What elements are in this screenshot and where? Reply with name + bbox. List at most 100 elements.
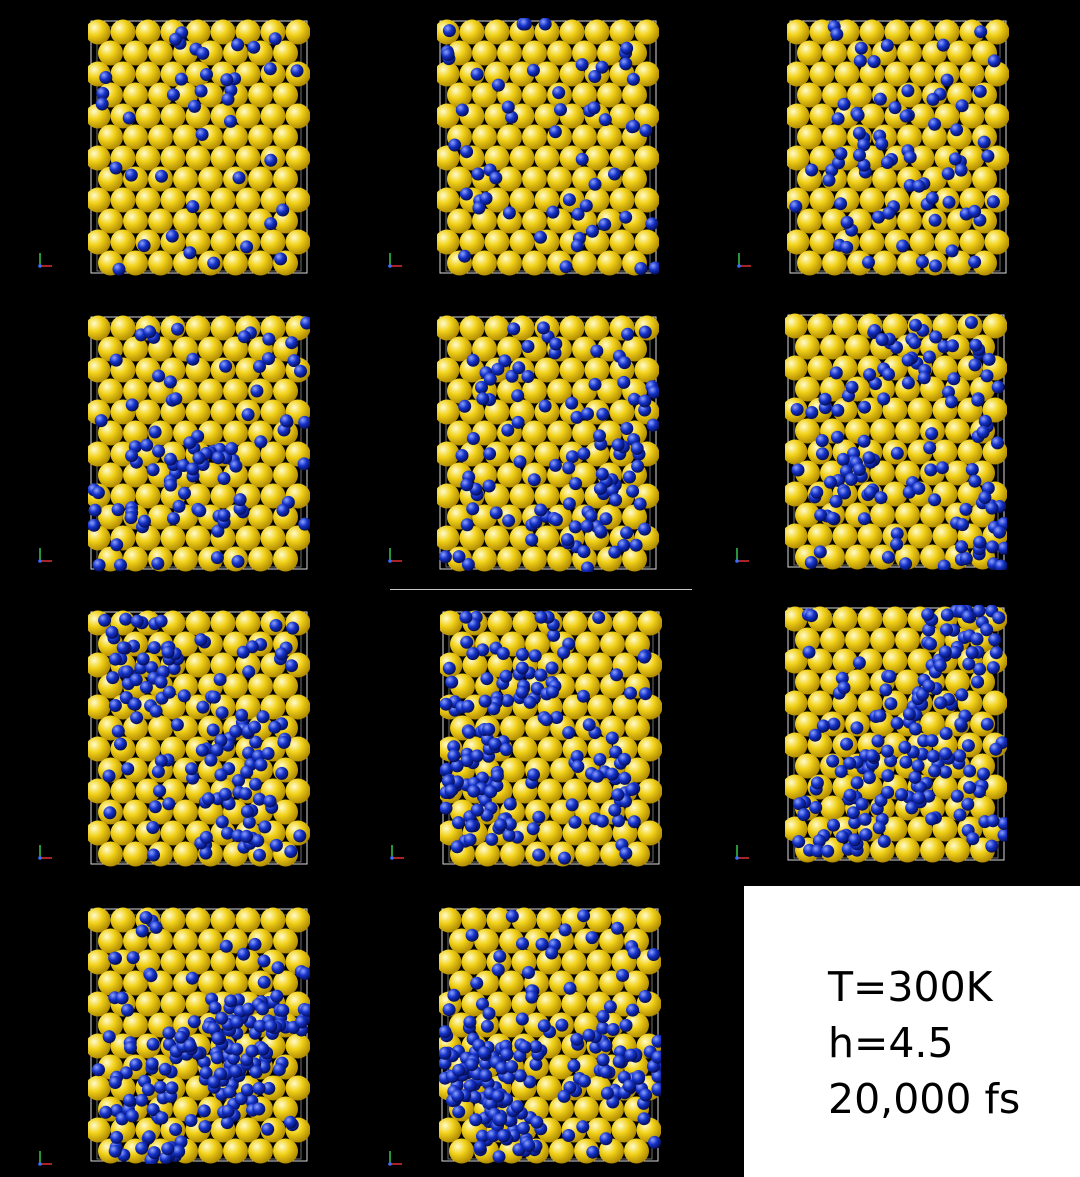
- adsorbate-atom: [505, 110, 519, 124]
- adsorbate-atoms: [789, 20, 1001, 273]
- adsorbate-atom: [230, 1042, 244, 1056]
- adsorbate-atom: [523, 1075, 537, 1089]
- adsorbate-atom: [985, 501, 999, 515]
- substrate-atom: [597, 40, 622, 66]
- substrate-atom: [235, 187, 261, 213]
- substrate-atom: [945, 669, 970, 695]
- substrate-atom: [859, 103, 885, 129]
- adsorbate-atom: [953, 808, 967, 822]
- adsorbate-atom: [854, 41, 868, 55]
- adsorbate-atom: [595, 814, 609, 828]
- substrate-atom: [947, 40, 972, 66]
- substrate-atom: [534, 525, 560, 551]
- substrate-atom: [88, 229, 111, 255]
- adsorbate-atom: [439, 1046, 452, 1060]
- substrate-atom: [160, 145, 186, 171]
- adsorbate-atom: [606, 1023, 620, 1036]
- adsorbate-atom: [830, 27, 844, 41]
- substrate-atom: [909, 19, 935, 45]
- substrate-atom: [785, 439, 808, 465]
- adsorbate-atom: [105, 625, 119, 639]
- adsorbate-atom: [121, 1003, 134, 1017]
- substrate-atom: [185, 399, 211, 425]
- adsorbate-atom: [821, 844, 835, 858]
- adsorbate-atom: [834, 147, 848, 161]
- substrate-atom: [110, 61, 136, 87]
- adsorbate-atom: [166, 88, 180, 102]
- adsorbate-atom: [980, 623, 994, 637]
- adsorbate-atom: [600, 1086, 614, 1100]
- adsorbate-atom: [534, 610, 548, 624]
- adsorbate-atom: [617, 538, 631, 552]
- substrate-atom: [785, 774, 808, 800]
- snapshot-panel-6: [785, 312, 1007, 570]
- substrate-atom: [572, 250, 597, 276]
- adsorbate-atom: [290, 64, 304, 78]
- substrate-atom: [260, 229, 286, 255]
- substrate-atom: [248, 462, 273, 488]
- substrate-atom: [98, 970, 123, 996]
- adsorbate-atom: [954, 163, 968, 177]
- substrate-atom: [637, 610, 662, 636]
- adsorbate-atom: [980, 369, 994, 383]
- adsorbate-atom: [230, 1015, 244, 1029]
- substrate-atom: [984, 103, 1009, 129]
- adsorbate-atom: [857, 158, 871, 172]
- substrate-atom: [549, 1054, 574, 1080]
- adsorbate-atom: [254, 435, 268, 449]
- substrate-atom: [210, 907, 236, 933]
- adsorbate-atom: [899, 755, 913, 769]
- substrate-atom: [148, 124, 173, 150]
- adsorbate-atom: [91, 486, 105, 500]
- adsorbate-atom: [846, 806, 860, 820]
- substrate-atom: [597, 378, 622, 404]
- adsorbate-atom: [111, 503, 125, 517]
- substrate-atom: [88, 357, 111, 383]
- adsorbate-atom: [153, 784, 167, 798]
- adsorbate-atom: [149, 920, 163, 934]
- substrate-atom: [500, 841, 525, 867]
- adsorbate-atom: [264, 1019, 278, 1033]
- substrate-atom: [160, 187, 186, 213]
- adsorbate-atom: [530, 1115, 544, 1129]
- adsorbate-atom: [108, 951, 122, 965]
- adsorbate-atom: [525, 533, 539, 547]
- adsorbate-atom: [241, 408, 255, 422]
- adsorbate-atom: [151, 557, 165, 570]
- adsorbate-atom: [874, 491, 888, 505]
- snapshot-panel-5: [437, 314, 659, 572]
- adsorbate-atom: [496, 647, 510, 660]
- substrate-atom: [612, 694, 638, 720]
- adsorbate-atom: [963, 764, 977, 778]
- adsorbate-atom: [834, 765, 848, 778]
- substrate-atom: [832, 523, 858, 549]
- substrate-atom: [472, 336, 497, 362]
- adsorbate-atom: [888, 101, 902, 115]
- substrate-atom: [932, 523, 958, 549]
- adsorbate-atom: [534, 668, 548, 682]
- adsorbate-atom: [890, 527, 904, 541]
- adsorbate-atom: [188, 99, 201, 113]
- adsorbate-atom: [909, 318, 922, 332]
- substrate-atom: [909, 61, 935, 87]
- substrate-atom: [285, 187, 310, 213]
- adsorbate-atom: [215, 815, 229, 829]
- substrate-atom: [285, 145, 310, 171]
- adsorbate-atom: [862, 255, 875, 269]
- substrate-atom: [484, 315, 510, 341]
- adsorbate-atom: [612, 814, 625, 828]
- substrate-atom: [922, 124, 947, 150]
- adsorbate-atom: [549, 513, 563, 527]
- substrate-atom: [235, 441, 261, 467]
- adsorbate-atom: [298, 517, 310, 531]
- adsorbate-atom: [269, 619, 283, 632]
- substrate-atom: [198, 420, 223, 446]
- substrate-atom: [98, 420, 123, 446]
- substrate-atoms: [88, 19, 310, 276]
- adsorbate-atom: [466, 502, 480, 516]
- xyz-axis-triad-icon: [737, 253, 751, 268]
- substrate-atom: [273, 546, 298, 572]
- snapshot-panel-4: [88, 314, 310, 572]
- adsorbate-atom: [300, 316, 310, 330]
- adsorbate-atom: [257, 954, 271, 968]
